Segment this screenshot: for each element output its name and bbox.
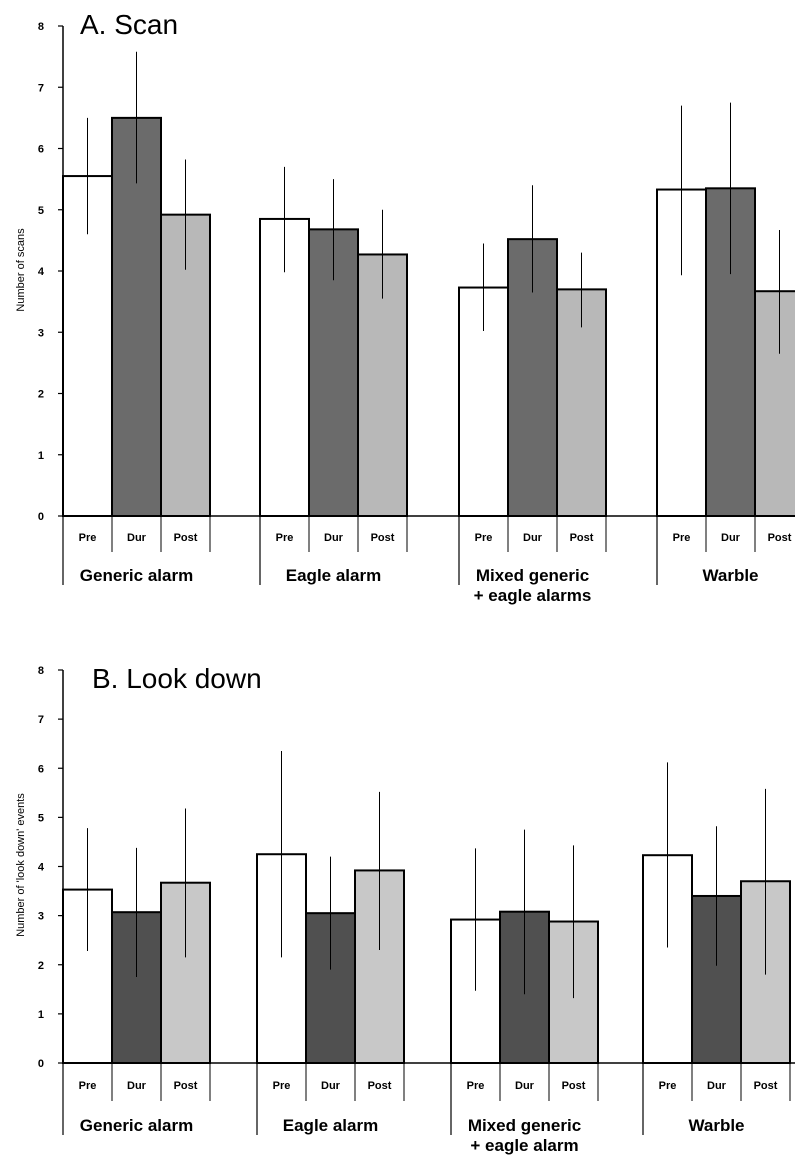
x-tick-label: Dur bbox=[324, 532, 344, 544]
x-tick-label: Dur bbox=[321, 1080, 341, 1092]
x-tick-label: Pre bbox=[276, 532, 294, 544]
group-label-line: Generic alarm bbox=[80, 1116, 193, 1135]
group-label-line: Eagle alarm bbox=[286, 566, 381, 585]
bar bbox=[642, 854, 693, 1064]
x-tick-label: Pre bbox=[467, 1080, 485, 1092]
group-label-line: Eagle alarm bbox=[283, 1116, 378, 1135]
bar bbox=[111, 116, 162, 517]
x-tick-label: Pre bbox=[475, 532, 493, 544]
x-tick-label: Dur bbox=[515, 1080, 535, 1092]
y-tick-label: 7 bbox=[38, 714, 44, 726]
y-tick-label: 4 bbox=[38, 862, 45, 874]
x-tick-label: Pre bbox=[273, 1080, 291, 1092]
group-label: Warble bbox=[702, 566, 758, 585]
y-tick-label: 8 bbox=[38, 665, 44, 677]
x-tick-label: Dur bbox=[523, 532, 543, 544]
y-tick-label: 1 bbox=[38, 450, 44, 462]
x-tick-label: Post bbox=[174, 532, 198, 544]
y-tick-label: 1 bbox=[38, 1009, 44, 1021]
x-tick-label: Dur bbox=[127, 1080, 147, 1092]
group-label: Generic alarm bbox=[80, 1116, 193, 1135]
group-label: Warble bbox=[688, 1116, 744, 1135]
y-tick-label: 5 bbox=[38, 812, 44, 824]
x-tick-label: Dur bbox=[721, 532, 741, 544]
y-tick-label: 0 bbox=[38, 1058, 44, 1070]
x-tick-label: Post bbox=[368, 1080, 392, 1092]
y-tick-label: 2 bbox=[38, 960, 44, 972]
group-label-line: Generic alarm bbox=[80, 566, 193, 585]
chart-title: A. Scan bbox=[80, 9, 178, 40]
x-tick-label: Pre bbox=[673, 532, 691, 544]
y-axis-label: Number of scans bbox=[15, 228, 27, 312]
panel-a-scan: A. Scan Number of scans 0 1 2 3 4 5 6 7 8 Pre Dur P… bbox=[15, 9, 795, 605]
y-axis-label: Number of 'look down' events bbox=[15, 793, 27, 937]
y-tick-label: 2 bbox=[38, 389, 44, 401]
y-tick-label: 6 bbox=[38, 763, 44, 775]
group-label-line: Warble bbox=[688, 1116, 744, 1135]
x-tick-label: Pre bbox=[659, 1080, 677, 1092]
group-label: Eagle alarm bbox=[283, 1116, 378, 1135]
x-tick-label: Pre bbox=[79, 532, 97, 544]
group-label: Generic alarm bbox=[80, 566, 193, 585]
x-tick-label: Dur bbox=[707, 1080, 727, 1092]
group-label: Eagle alarm bbox=[286, 566, 381, 585]
group-label-line: + eagle alarm bbox=[470, 1136, 578, 1155]
x-tick-label: Post bbox=[570, 532, 594, 544]
panel-b-look-down: B. Look down Number of 'look down' event… bbox=[15, 663, 795, 1155]
x-tick-label: Post bbox=[768, 532, 792, 544]
group-label-line: + eagle alarms bbox=[474, 586, 592, 605]
group-label-line: Warble bbox=[702, 566, 758, 585]
group-label: Mixed generic + eagle alarms bbox=[474, 566, 592, 605]
x-tick-label: Dur bbox=[127, 532, 147, 544]
group-label: Mixed generic + eagle alarm bbox=[468, 1116, 581, 1155]
y-tick-label: 4 bbox=[38, 266, 45, 278]
group-label-line: Mixed generic bbox=[476, 566, 589, 585]
y-tick-label: 7 bbox=[38, 82, 44, 94]
y-tick-label: 5 bbox=[38, 205, 44, 217]
y-tick-label: 3 bbox=[38, 911, 44, 923]
x-tick-label: Post bbox=[562, 1080, 586, 1092]
x-tick-label: Post bbox=[174, 1080, 198, 1092]
group-label-line: Mixed generic bbox=[468, 1116, 581, 1135]
y-tick-label: 0 bbox=[38, 511, 44, 523]
x-tick-label: Post bbox=[754, 1080, 778, 1092]
x-tick-label: Pre bbox=[79, 1080, 97, 1092]
y-tick-label: 8 bbox=[38, 21, 44, 33]
bar bbox=[754, 290, 795, 517]
chart-title: B. Look down bbox=[92, 663, 262, 694]
x-tick-label: Post bbox=[371, 532, 395, 544]
y-tick-label: 3 bbox=[38, 327, 44, 339]
y-tick-label: 6 bbox=[38, 144, 44, 156]
